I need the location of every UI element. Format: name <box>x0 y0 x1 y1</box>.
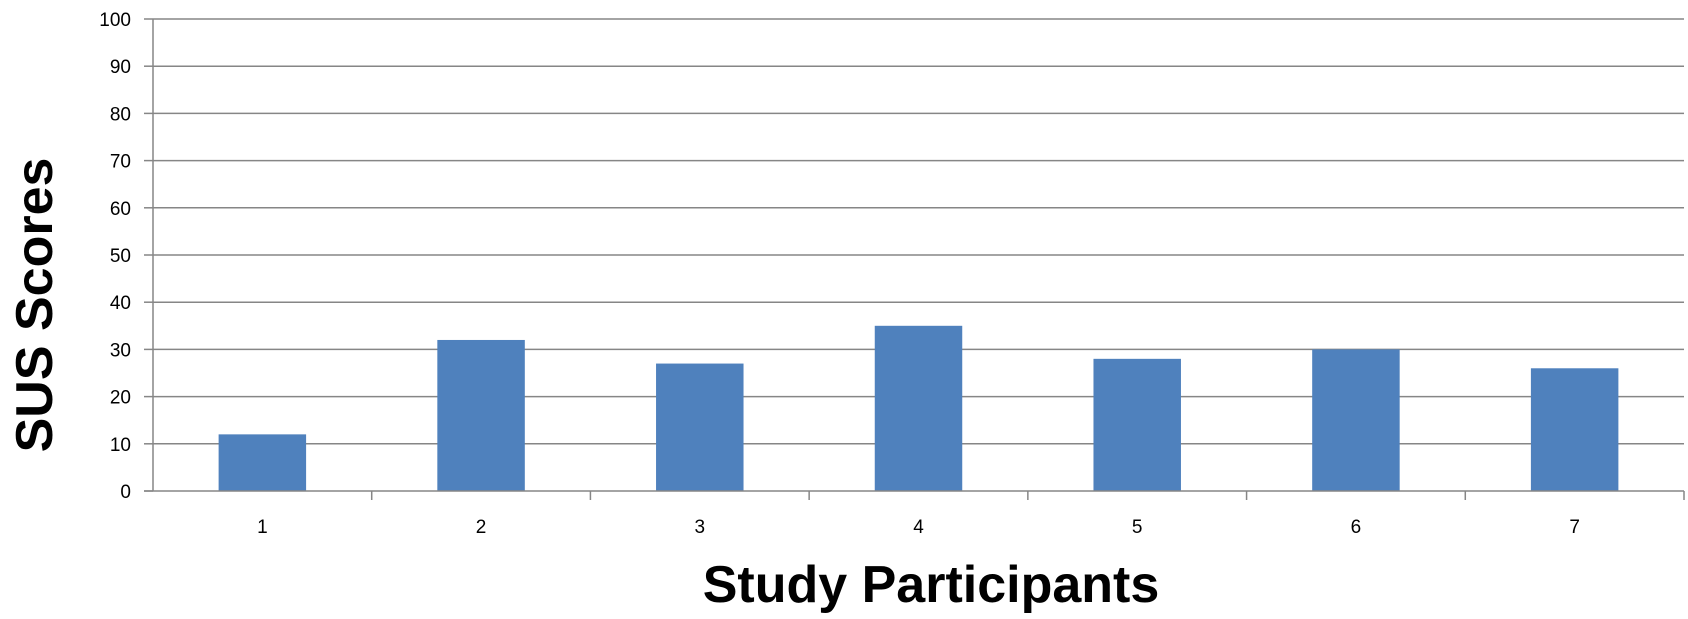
y-axis-title: SUS Scores <box>6 158 64 453</box>
y-tick-label-90: 90 <box>110 57 131 78</box>
y-tick-labels: 0 10 20 30 40 50 60 70 80 90 100 <box>99 10 131 503</box>
x-tick-labels: 1 2 3 4 5 6 7 <box>257 517 1580 538</box>
x-tick-label-7: 7 <box>1569 517 1580 538</box>
bar-participant-6 <box>1312 349 1400 491</box>
x-tick-label-4: 4 <box>913 517 924 538</box>
bar-participant-3 <box>656 363 744 491</box>
bar-participant-5 <box>1093 358 1181 491</box>
x-tick-label-3: 3 <box>694 517 705 538</box>
y-tick-label-0: 0 <box>120 482 131 503</box>
x-axis-title: Study Participants <box>703 556 1160 614</box>
x-tick-label-1: 1 <box>257 517 268 538</box>
y-tick-label-80: 80 <box>110 104 131 125</box>
y-tick-label-30: 30 <box>110 340 131 361</box>
y-tick-label-40: 40 <box>110 293 131 314</box>
bar-participant-1 <box>218 434 307 491</box>
x-tick-label-2: 2 <box>476 517 487 538</box>
bars <box>218 325 1619 491</box>
y-tick-label-70: 70 <box>110 152 131 173</box>
y-tick-label-100: 100 <box>99 10 131 31</box>
axes <box>144 18 1685 500</box>
y-tick-label-10: 10 <box>110 435 131 456</box>
y-tick-label-20: 20 <box>110 388 131 409</box>
bar-participant-4 <box>874 325 963 491</box>
gridlines <box>153 18 1684 445</box>
bar-participant-7 <box>1530 368 1619 491</box>
x-tick-label-5: 5 <box>1132 517 1143 538</box>
bar-participant-2 <box>437 339 525 491</box>
y-tick-label-60: 60 <box>110 199 131 220</box>
x-tick-label-6: 6 <box>1351 517 1362 538</box>
y-tick-label-50: 50 <box>110 246 131 267</box>
